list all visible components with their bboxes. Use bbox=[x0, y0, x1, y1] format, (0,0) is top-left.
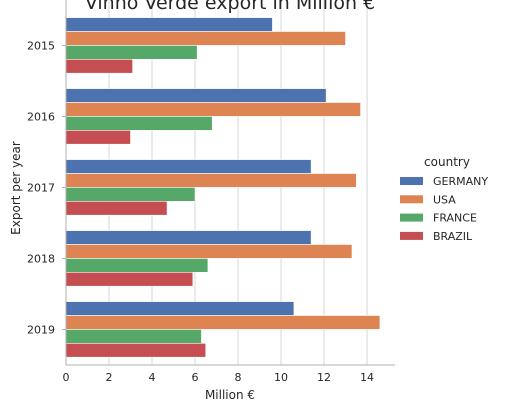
axes bbox=[65, 0, 395, 366]
x-tick-labels: 0 2 4 6 8 10 12 14 bbox=[63, 371, 375, 384]
bar-usa-2017 bbox=[65, 173, 357, 188]
bar-brazil-2017 bbox=[65, 201, 168, 216]
x-tick-label: 10 bbox=[274, 371, 288, 384]
legend-label-france: FRANCE bbox=[433, 212, 477, 225]
x-axis-label: Million € bbox=[205, 388, 255, 400]
bar-germany-2015 bbox=[65, 17, 273, 32]
x-tick-label: 2 bbox=[106, 371, 113, 384]
bar-brazil-2016 bbox=[65, 130, 131, 145]
bar-group-2016 bbox=[65, 88, 361, 145]
x-tick-label: 12 bbox=[317, 371, 331, 384]
bar-germany-2018 bbox=[65, 230, 312, 245]
y-tick-label: 2017 bbox=[27, 182, 55, 195]
y-tick-label: 2016 bbox=[27, 111, 55, 124]
legend-title: country bbox=[424, 155, 470, 169]
bar-france-2017 bbox=[65, 187, 196, 202]
bar-germany-2019 bbox=[65, 301, 295, 316]
bar-usa-2015 bbox=[65, 31, 346, 46]
bar-brazil-2015 bbox=[65, 58, 133, 74]
bar-usa-2018 bbox=[65, 244, 353, 259]
x-tick-label: 14 bbox=[360, 371, 374, 384]
x-tick-label: 8 bbox=[235, 371, 242, 384]
bar-germany-2016 bbox=[65, 88, 327, 103]
bars bbox=[65, 17, 381, 358]
legend-swatch-usa bbox=[400, 195, 423, 204]
bar-france-2019 bbox=[65, 329, 202, 344]
bar-group-2015 bbox=[65, 17, 346, 74]
x-tick-label: 6 bbox=[192, 371, 199, 384]
y-tick-label: 2015 bbox=[27, 40, 55, 53]
legend-swatch-germany bbox=[400, 177, 423, 185]
bar-france-2015 bbox=[65, 45, 198, 60]
bar-brazil-2019 bbox=[65, 342, 207, 358]
bar-france-2018 bbox=[65, 258, 209, 273]
y-tick-label: 2019 bbox=[27, 324, 55, 337]
bar-france-2016 bbox=[65, 116, 213, 131]
legend-label-usa: USA bbox=[433, 193, 456, 206]
y-tick-labels: 2015 2016 2017 2018 2019 bbox=[27, 40, 66, 337]
legend-swatch-brazil bbox=[400, 231, 423, 240]
legend: country GERMANY USA FRANCE BRAZIL bbox=[400, 155, 488, 243]
bar-brazil-2018 bbox=[65, 271, 194, 287]
y-tick-label: 2018 bbox=[27, 253, 55, 266]
bar-group-2017 bbox=[65, 159, 357, 216]
legend-label-brazil: BRAZIL bbox=[433, 230, 473, 243]
bar-usa-2016 bbox=[65, 102, 361, 117]
legend-items: GERMANY USA FRANCE BRAZIL bbox=[400, 175, 488, 243]
legend-label-germany: GERMANY bbox=[433, 175, 488, 188]
x-tick-label: 4 bbox=[149, 371, 156, 384]
bar-germany-2017 bbox=[65, 159, 312, 174]
x-tick-label: 0 bbox=[63, 371, 70, 384]
y-axis-label: Export per year bbox=[9, 141, 23, 235]
bar-group-2018 bbox=[65, 230, 353, 287]
bar-usa-2019 bbox=[65, 315, 381, 330]
bar-group-2019 bbox=[65, 301, 381, 358]
legend-swatch-france bbox=[400, 213, 423, 222]
chart-title: Vinho Verde export in Million € bbox=[85, 0, 375, 14]
